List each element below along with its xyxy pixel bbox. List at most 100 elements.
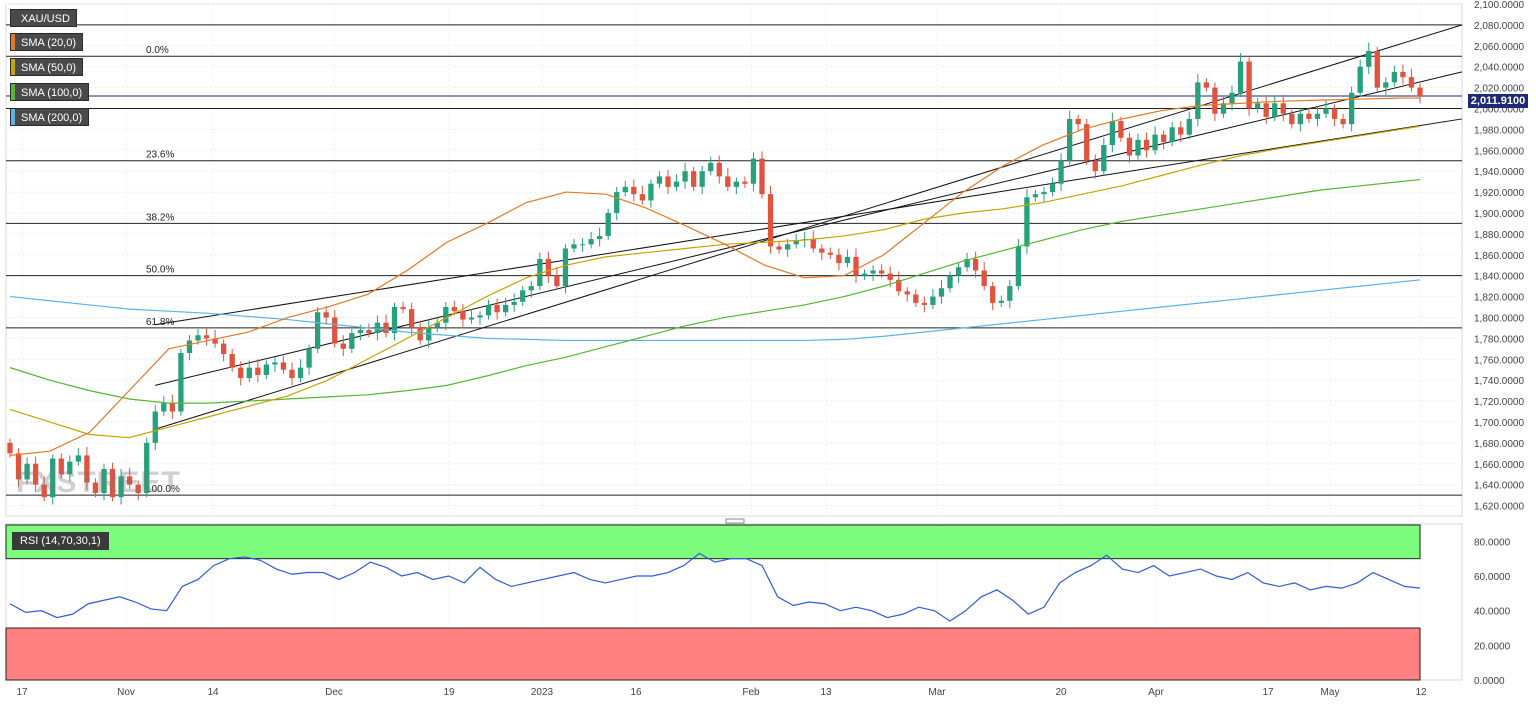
x-tick-label: 12: [1415, 687, 1427, 698]
candle-body: [161, 403, 167, 412]
candle-body: [964, 258, 970, 268]
candle-body: [665, 176, 671, 187]
candle-body: [1195, 82, 1201, 119]
candle-body: [1015, 246, 1022, 287]
candle-body: [947, 275, 953, 289]
candle-body: [1084, 124, 1090, 161]
rsi-tick-label: 60.0000: [1474, 572, 1511, 583]
candle-body: [366, 330, 372, 334]
candle-body: [596, 235, 603, 240]
x-tick-label: Feb: [742, 687, 760, 698]
x-tick-label: 13: [820, 687, 832, 698]
candle-body: [67, 461, 73, 475]
candle-body: [1237, 61, 1244, 93]
candle-body: [784, 244, 791, 250]
candle-body: [1178, 127, 1184, 135]
price-tick-label: 1,700.0000: [1474, 418, 1524, 429]
candle-body: [844, 256, 851, 264]
candle-body: [648, 183, 654, 201]
candle-body: [1408, 77, 1415, 88]
candle-body: [639, 194, 646, 201]
rsi-overbought-zone: [5, 524, 1421, 560]
price-tick-label: 2,060.0000: [1474, 42, 1524, 53]
price-tick-label: 1,780.0000: [1474, 334, 1524, 345]
candle-body: [468, 317, 475, 320]
candle-body: [904, 291, 910, 295]
candle-body: [1160, 134, 1167, 142]
price-tick-label: 1,620.0000: [1474, 502, 1524, 513]
legend-sma-20-swatch: [11, 34, 15, 50]
price-tick-label: 1,640.0000: [1474, 481, 1524, 492]
legend-sma-20[interactable]: SMA (20,0): [10, 33, 84, 51]
price-tick-label: 1,680.0000: [1474, 439, 1524, 450]
sma-200-line: [9, 279, 1421, 342]
candle-body: [1314, 113, 1321, 119]
price-tick-label: 1,800.0000: [1474, 313, 1524, 324]
rsi-tick-label: 40.0000: [1474, 607, 1511, 618]
candle-body: [229, 354, 235, 368]
candle-body: [391, 307, 398, 334]
candle-body: [1212, 87, 1218, 114]
fib-level-label: 50.0%: [146, 265, 174, 276]
candle-body: [622, 186, 628, 193]
candle-body: [272, 362, 278, 365]
price-tick-label: 1,960.0000: [1474, 146, 1524, 157]
candle-body: [135, 484, 141, 494]
candle-body: [759, 158, 765, 195]
candle-body: [562, 248, 569, 287]
legend-sma-50[interactable]: SMA (50,0): [10, 58, 84, 76]
price-tick-label: 1,660.0000: [1474, 460, 1524, 471]
legend-sma-100[interactable]: SMA (100,0): [10, 83, 90, 101]
candle-body: [323, 312, 329, 318]
candle-body: [1118, 121, 1124, 138]
x-tick-label: Mar: [928, 687, 946, 698]
candle-body: [1331, 108, 1338, 119]
legend-sma-200[interactable]: SMA (200,0): [10, 108, 90, 126]
price-tick-label: 1,860.0000: [1474, 251, 1524, 262]
candle-body: [1007, 286, 1013, 301]
candle-body: [1041, 192, 1047, 195]
rsi-tick-label: 80.0000: [1474, 537, 1511, 548]
candle-body: [41, 484, 47, 498]
candle-body: [528, 286, 534, 291]
candle-body: [289, 369, 295, 379]
rsi-tick-label: 0.0000: [1474, 676, 1505, 687]
candle-body: [819, 248, 825, 253]
candle-body: [400, 307, 406, 310]
candle-body: [1032, 194, 1039, 198]
candle-body: [878, 270, 885, 274]
candle-body: [913, 294, 919, 303]
candle-body: [340, 343, 346, 349]
candle-body: [1254, 103, 1261, 109]
candle-body: [126, 476, 133, 485]
candle-body: [1280, 103, 1286, 114]
candle-body: [1323, 108, 1329, 114]
price-tick-label: 1,980.0000: [1474, 125, 1524, 136]
candle-body: [1340, 118, 1346, 125]
candle-body: [443, 307, 449, 323]
candle-body: [571, 244, 577, 249]
candle-body: [1400, 71, 1406, 78]
candle-body: [212, 338, 218, 344]
candle-body: [750, 158, 757, 184]
candle-body: [92, 482, 99, 494]
candle-body: [50, 458, 56, 498]
price-tick-label: 1,900.0000: [1474, 209, 1524, 220]
candle-body: [972, 258, 979, 271]
price-tick-label: 2,040.0000: [1474, 63, 1524, 74]
candle-body: [75, 455, 82, 462]
candle-body: [1169, 127, 1175, 142]
candle-body: [1058, 160, 1064, 184]
candle-body: [314, 312, 321, 349]
candle-body: [605, 212, 611, 236]
legend-symbol-label: XAU/USD: [21, 13, 70, 25]
candle-body: [332, 317, 338, 344]
candle-body: [1374, 51, 1380, 88]
candle-body: [1348, 92, 1355, 125]
candle-body: [1366, 51, 1372, 67]
candle-body: [1186, 118, 1192, 135]
legend-symbol[interactable]: XAU/USD: [10, 9, 77, 27]
candle-body: [109, 468, 116, 498]
channel-line: [154, 118, 1463, 326]
candle-body: [921, 302, 928, 305]
